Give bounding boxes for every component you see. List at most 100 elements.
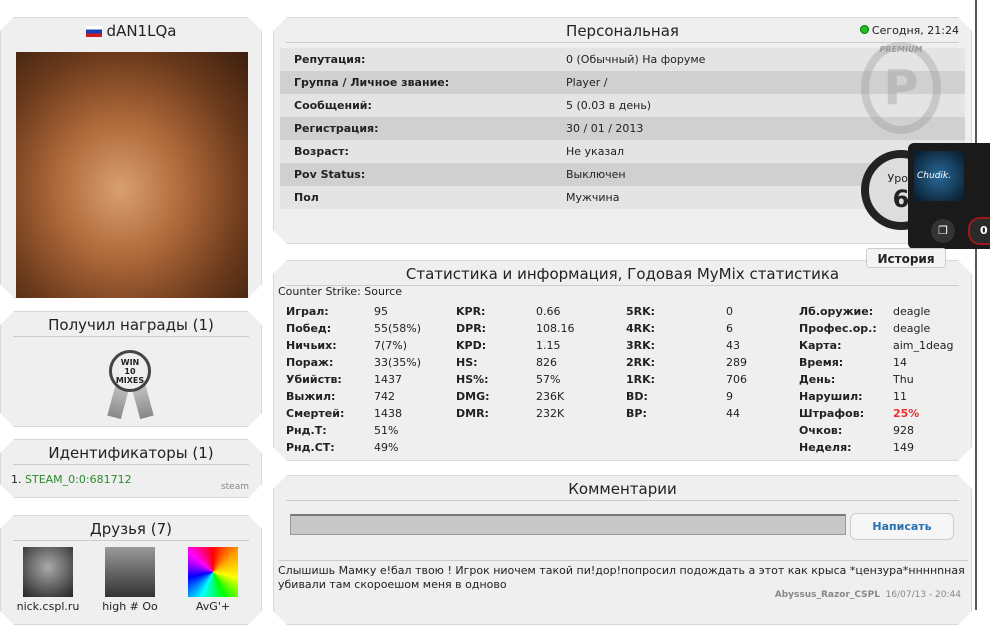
row-label: Группа / Личное звание: [294, 76, 450, 89]
stat-label: Неделя: [799, 441, 852, 454]
friend-avatar [188, 547, 238, 597]
stat-label: Рнд.СТ: [286, 441, 335, 454]
row-value: Выключен [566, 168, 626, 181]
stat-row: 4RK: 6 [626, 320, 747, 337]
identifier-type: steam [220, 482, 249, 492]
history-button[interactable]: История [866, 248, 946, 268]
comment-date: 16/07/13 - 20:44 [885, 590, 961, 600]
steam-id-link[interactable]: STEAM_0:0:681712 [25, 473, 132, 486]
stat-row: Смертей: 1438 [286, 405, 421, 422]
stat-row: Играл: 95 [286, 303, 421, 320]
stat-value: 289 [726, 356, 747, 369]
stat-value: deagle [893, 305, 931, 318]
table-row: Сообщений: 5 (0.03 в день) [280, 94, 965, 117]
personal-title: Персональная [286, 18, 959, 43]
friend-avatar [23, 547, 73, 597]
stat-value: 0.66 [536, 305, 561, 318]
stat-row: Выжил: 742 [286, 388, 421, 405]
stat-label: 3RK: [626, 339, 656, 352]
identifiers-panel: Идентификаторы (1) 1. STEAM_0:0:681712 s… [0, 439, 262, 498]
stat-value: 6 [726, 322, 733, 335]
username-title: dAN1LQa [13, 18, 249, 43]
last-seen: Сегодня, 21:24 [871, 24, 959, 37]
stat-value: 1.15 [536, 339, 561, 352]
stats-panel: Статистика и информация, Годовая MyMix с… [273, 260, 972, 461]
friend-name[interactable]: high # Oo [102, 600, 158, 613]
stat-value: deagle [893, 322, 931, 335]
row-label: Pov Status: [294, 168, 366, 181]
stat-label: DPR: [456, 322, 487, 335]
stat-row: Очков: 928 [799, 422, 953, 439]
stat-value: 57% [536, 373, 561, 386]
stat-value: 236K [536, 390, 565, 403]
game-name: Counter Strike: Source [278, 285, 403, 298]
stat-value: 0 [726, 305, 733, 318]
stats-column: Лб.оружие: deagle Профес.ор.: deagle Карта: a… [799, 303, 953, 456]
popout-icon[interactable]: ❐ [931, 219, 955, 243]
stat-label: 4RK: [626, 322, 656, 335]
row-label: Регистрация: [294, 122, 379, 135]
friend-avatar [105, 547, 155, 597]
friend-item[interactable]: high # Oo [95, 547, 165, 613]
stat-label: 1RK: [626, 373, 656, 386]
stat-value: 1437 [374, 373, 402, 386]
stat-value: 706 [726, 373, 747, 386]
stat-label: Убийств: [286, 373, 342, 386]
stat-row: Лб.оружие: deagle [799, 303, 953, 320]
stat-row: 3RK: 43 [626, 337, 747, 354]
friend-name[interactable]: nick.cspl.ru [16, 600, 80, 613]
stat-label: Профес.ор.: [799, 322, 877, 335]
stat-label: Штрафов: [799, 407, 865, 420]
win10-badge-icon[interactable]: WIN 10 MIXES [107, 350, 159, 420]
table-row: Регистрация: 30 / 01 / 2013 [280, 117, 965, 140]
friend-item[interactable]: nick.cspl.ru [13, 547, 83, 613]
identifiers-title: Идентификаторы (1) [13, 440, 249, 465]
stats-title: Статистика и информация, Годовая MyMix с… [286, 261, 959, 286]
level-label: Уров [887, 172, 915, 185]
stat-row: 1RK: 706 [626, 371, 747, 388]
stat-value: 9 [726, 390, 733, 403]
stat-label: Рнд.Т: [286, 424, 327, 437]
overlay-widget: Chudik. ❐ 0 [908, 143, 990, 249]
stat-value: 55(58%) [374, 322, 422, 335]
stat-row: KPR: 0.66 [456, 303, 575, 320]
stat-label: 2RK: [626, 356, 656, 369]
friend-name[interactable]: AvG'+ [195, 600, 231, 613]
identifier-index: 1. [11, 473, 22, 486]
stat-value: 49% [374, 441, 399, 454]
friend-item[interactable]: AvG'+ [178, 547, 248, 613]
submit-comment-button[interactable]: Написать [850, 513, 954, 540]
scrollbar[interactable] [975, 0, 977, 610]
stat-value: 11 [893, 390, 907, 403]
stat-row: День: Thu [799, 371, 953, 388]
comment-input[interactable] [290, 514, 846, 535]
stat-row: Карта: aim_1deag [799, 337, 953, 354]
comment-author[interactable]: Abyssus_Razor_CSPL [774, 590, 880, 600]
friends-panel: Друзья (7) nick.cspl.ru high # Oo AvG'+ [0, 515, 262, 625]
stat-row: Убийств: 1437 [286, 371, 421, 388]
table-row: Репутация: 0 (Обычный) На форуме [280, 48, 965, 71]
stat-label: Очков: [799, 424, 843, 437]
stat-label: Смертей: [286, 407, 345, 420]
stat-row: 5RK: 0 [626, 303, 747, 320]
stat-row: Профес.ор.: deagle [799, 320, 953, 337]
row-label: Репутация: [294, 53, 366, 66]
row-value: Не указал [566, 145, 625, 158]
stat-value: 25% [893, 407, 920, 420]
stat-row: 2RK: 289 [626, 354, 747, 371]
stat-value: aim_1deag [893, 339, 954, 352]
row-value: 30 / 01 / 2013 [566, 122, 644, 135]
stat-row: Штрафов: 25% [799, 405, 953, 422]
stat-row: HS: 826 [456, 354, 575, 371]
stats-column: Играл: 95 Побед: 55(58%) Ничьих: 7(7%) Пораж: 3… [286, 303, 421, 456]
level-value: 6 [892, 185, 910, 213]
stat-row: Рнд.СТ: 49% [286, 439, 421, 456]
row-value: Player / [566, 76, 608, 89]
overlay-button[interactable]: 0 [968, 217, 990, 245]
stat-label: Нарушил: [799, 390, 863, 403]
personal-panel: Персональная Сегодня, 21:24 Репутация: 0 … [273, 17, 972, 244]
stat-row: HS%: 57% [456, 371, 575, 388]
stat-value: 44 [726, 407, 740, 420]
stat-value: 928 [893, 424, 914, 437]
stat-value: 149 [893, 441, 914, 454]
